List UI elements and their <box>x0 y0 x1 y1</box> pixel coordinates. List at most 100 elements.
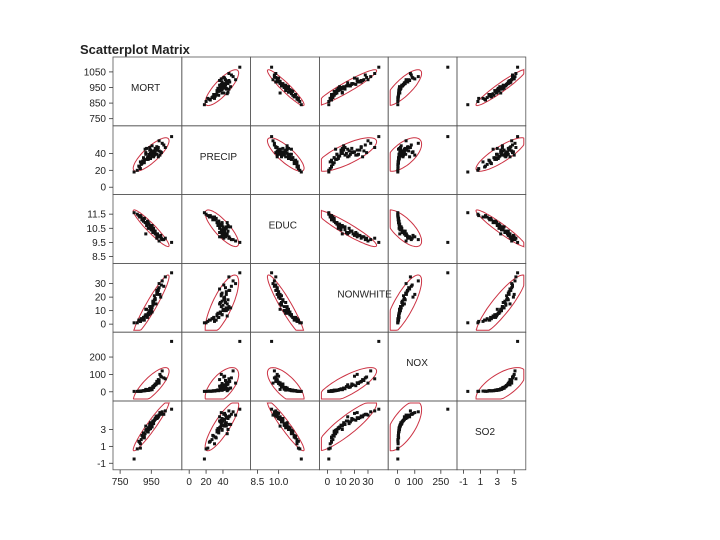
data-point <box>270 65 274 69</box>
data-point <box>225 221 229 225</box>
data-point <box>207 97 211 101</box>
data-point <box>489 315 493 319</box>
data-point <box>238 339 242 343</box>
data-point <box>508 155 512 159</box>
data-point <box>446 271 450 275</box>
data-point <box>226 307 230 311</box>
data-point <box>224 381 228 385</box>
data-point <box>330 165 333 169</box>
data-point <box>500 225 503 229</box>
data-point <box>151 152 155 156</box>
data-point <box>340 151 344 155</box>
data-point <box>398 148 402 152</box>
data-point <box>218 385 222 389</box>
data-point <box>285 144 289 148</box>
data-point <box>495 388 498 392</box>
data-point <box>489 389 493 393</box>
data-point <box>234 381 238 385</box>
cell-precip-vs-nonwhite <box>318 125 389 196</box>
data-point <box>357 152 360 156</box>
data-point <box>396 162 400 166</box>
data-point <box>365 151 369 155</box>
data-point <box>359 235 363 239</box>
data-point <box>296 167 300 171</box>
data-point <box>396 168 400 172</box>
data-point <box>224 422 227 426</box>
data-point <box>413 292 417 296</box>
data-point <box>396 167 400 171</box>
data-point <box>328 446 332 450</box>
data-point <box>512 153 516 157</box>
data-point <box>144 151 148 155</box>
cell-mort-vs-mort: MORT <box>112 56 183 127</box>
y-tick-label: 11.5 <box>87 210 106 221</box>
y-tick-label: 1 <box>100 442 106 453</box>
data-point <box>135 389 139 393</box>
data-point <box>402 150 406 154</box>
data-point <box>516 271 520 275</box>
data-point <box>270 271 274 275</box>
data-point <box>213 318 217 322</box>
data-point <box>224 424 228 428</box>
data-point <box>215 388 219 392</box>
data-point <box>359 79 363 82</box>
data-point <box>238 407 242 411</box>
x-tick-label: 750 <box>112 477 129 488</box>
data-point <box>215 428 219 432</box>
data-point <box>226 298 230 302</box>
variable-label: SO2 <box>475 427 495 438</box>
data-point <box>511 75 514 79</box>
data-point <box>512 292 516 296</box>
data-point <box>511 143 514 147</box>
data-point <box>217 219 221 223</box>
data-point <box>141 389 145 393</box>
data-point <box>224 286 227 290</box>
data-point <box>280 420 283 424</box>
data-point <box>476 100 480 103</box>
data-point <box>330 218 333 222</box>
data-point <box>156 155 160 159</box>
data-point <box>508 146 512 149</box>
data-point <box>210 389 214 393</box>
data-point <box>141 218 145 222</box>
data-point <box>217 89 221 93</box>
data-point <box>163 146 167 149</box>
variable-label: NOX <box>406 358 428 369</box>
data-point <box>222 232 226 236</box>
data-point <box>502 306 506 310</box>
data-point <box>494 315 498 319</box>
data-point <box>285 85 289 89</box>
data-point <box>218 378 222 382</box>
data-point <box>354 153 358 157</box>
data-point <box>141 318 145 322</box>
data-point <box>514 146 518 149</box>
y-tick-label: 200 <box>89 353 106 364</box>
data-point <box>285 387 289 391</box>
data-point <box>149 153 153 157</box>
data-point <box>274 409 278 413</box>
data-point <box>145 157 149 161</box>
data-point <box>481 319 485 323</box>
data-point <box>299 457 303 461</box>
data-point <box>156 235 160 239</box>
variable-label: PRECIP <box>200 152 238 163</box>
cell-frame <box>181 400 252 471</box>
data-point <box>284 155 288 159</box>
cell-frame <box>250 400 320 471</box>
data-point <box>147 311 151 315</box>
data-point <box>404 148 408 152</box>
cell-frame <box>456 400 527 471</box>
data-point <box>404 152 408 156</box>
data-point <box>335 430 339 434</box>
x-tick-label: 30 <box>362 477 374 488</box>
x-tick-label: 5 <box>511 477 517 488</box>
data-point <box>362 379 366 382</box>
data-point <box>156 148 159 152</box>
data-point <box>220 313 224 317</box>
data-point <box>281 384 285 387</box>
data-point <box>274 151 278 155</box>
data-point <box>159 233 163 237</box>
data-point <box>226 428 230 431</box>
data-point <box>500 86 503 90</box>
data-point <box>281 418 285 422</box>
